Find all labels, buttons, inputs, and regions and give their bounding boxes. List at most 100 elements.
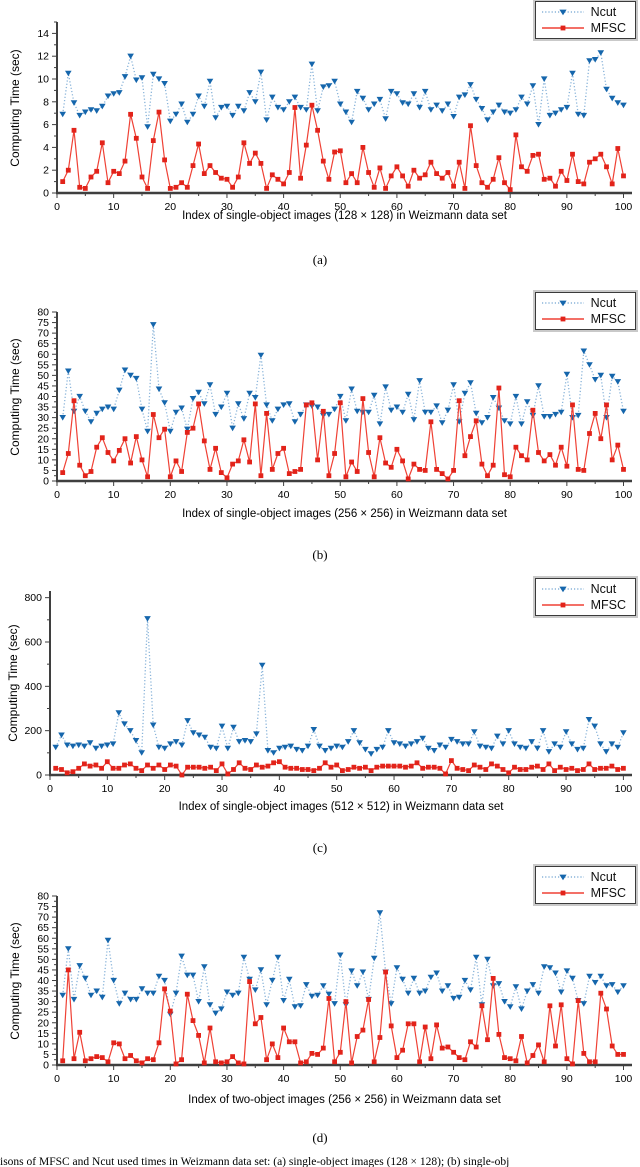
- svg-text:100: 100: [615, 1073, 633, 1085]
- svg-text:70: 70: [446, 783, 458, 795]
- legend-entry-ncut: Ncut: [541, 5, 626, 19]
- legend-entry-mfsc: MFSC: [541, 312, 626, 326]
- svg-text:15: 15: [37, 444, 49, 456]
- chart-c: 0 200 400 600 800 0 10 20 30 40 50 60 70 80 90 100 Comp…: [0, 565, 640, 858]
- svg-text:100: 100: [615, 783, 633, 795]
- svg-text:30: 30: [216, 783, 228, 795]
- svg-text:10: 10: [108, 1073, 120, 1085]
- svg-text:40: 40: [278, 1073, 290, 1085]
- svg-text:35: 35: [37, 402, 49, 414]
- svg-text:40: 40: [274, 783, 286, 795]
- svg-text:80: 80: [504, 1073, 516, 1085]
- svg-text:0: 0: [43, 1060, 49, 1072]
- chart-a-y-axis-label: Computing Time (sec): [8, 48, 22, 167]
- svg-text:70: 70: [448, 201, 460, 213]
- legend-label-ncut: Ncut: [590, 5, 617, 19]
- svg-text:40: 40: [37, 975, 49, 987]
- mfsc-line-marker-icon: [541, 890, 584, 896]
- chart-c-x-axis-label: Index of single-object images (512 × 512…: [178, 801, 504, 813]
- legend-entry-ncut: Ncut: [541, 870, 626, 884]
- svg-text:80: 80: [503, 783, 515, 795]
- svg-text:5: 5: [43, 465, 49, 477]
- svg-text:50: 50: [334, 489, 346, 501]
- legend-entry-ncut: Ncut: [541, 296, 626, 310]
- chart-a-plot: 0 2 4 6 8 10 12 14 0 10 20 30 40 50 60 70 80 90 100: [37, 21, 633, 213]
- svg-text:70: 70: [37, 328, 49, 340]
- svg-text:10: 10: [108, 201, 120, 213]
- svg-text:80: 80: [504, 489, 516, 501]
- svg-text:40: 40: [37, 391, 49, 403]
- legend-label-mfsc: MFSC: [590, 21, 626, 35]
- legend-label-ncut: Ncut: [590, 582, 617, 596]
- svg-text:40: 40: [278, 201, 290, 213]
- svg-text:10: 10: [37, 454, 49, 466]
- svg-text:25: 25: [37, 1007, 49, 1019]
- chart-c-y-axis-label: Computing Time (sec): [6, 624, 20, 742]
- svg-text:75: 75: [37, 317, 49, 329]
- svg-text:60: 60: [391, 201, 403, 213]
- svg-text:400: 400: [24, 681, 42, 693]
- subfigure-label-d: (d): [312, 1130, 328, 1145]
- svg-text:75: 75: [37, 901, 49, 913]
- svg-text:5: 5: [43, 1049, 49, 1061]
- svg-text:55: 55: [37, 359, 49, 371]
- svg-text:20: 20: [164, 201, 176, 213]
- svg-text:50: 50: [334, 1073, 346, 1085]
- svg-text:65: 65: [37, 338, 49, 350]
- chart-d-x-axis-label: Index of two-object images (256 × 256) i…: [188, 1094, 501, 1106]
- chart-d-y-axis-label: Computing Time (sec): [8, 921, 22, 1040]
- svg-text:20: 20: [37, 433, 49, 445]
- chart-d-legend: Ncut MFSC: [532, 864, 639, 906]
- svg-text:90: 90: [560, 783, 572, 795]
- svg-text:70: 70: [37, 912, 49, 924]
- svg-text:30: 30: [221, 489, 233, 501]
- svg-text:30: 30: [221, 201, 233, 213]
- svg-text:0: 0: [43, 188, 49, 200]
- svg-text:80: 80: [37, 891, 49, 903]
- svg-text:20: 20: [37, 1017, 49, 1029]
- svg-text:10: 10: [37, 1038, 49, 1050]
- svg-text:30: 30: [221, 1073, 233, 1085]
- svg-text:30: 30: [37, 996, 49, 1008]
- svg-text:50: 50: [331, 783, 343, 795]
- chart-a-x-axis-label: Index of single-object images (128 × 128…: [182, 210, 507, 222]
- svg-text:10: 10: [108, 489, 120, 501]
- legend-label-ncut: Ncut: [590, 296, 617, 310]
- svg-text:60: 60: [37, 349, 49, 361]
- svg-text:60: 60: [388, 783, 400, 795]
- mfsc-line-marker-icon: [541, 316, 584, 322]
- chart-b: 0 5 10 15 20 25 30 35 40 45 50 55 60 65 70 75 80 0 10 20 30 4…: [0, 288, 640, 565]
- subfigure-label-c: (c): [312, 840, 328, 855]
- chart-b-y-axis-label: Computing Time (sec): [8, 337, 22, 456]
- svg-text:4: 4: [43, 142, 49, 154]
- svg-text:30: 30: [37, 412, 49, 424]
- svg-text:80: 80: [504, 201, 516, 213]
- ncut-line-marker-icon: [541, 9, 584, 16]
- svg-text:50: 50: [37, 954, 49, 966]
- subfigure-label-b: (b): [312, 547, 328, 562]
- ncut-line-marker-icon: [541, 874, 584, 881]
- chart-b-legend: Ncut MFSC: [532, 290, 639, 332]
- svg-text:60: 60: [37, 933, 49, 945]
- chart-a: 0 2 4 6 8 10 12 14 0 10 20 30 40 50 60 70 80 90 100 Comput…: [0, 0, 640, 288]
- legend-label-ncut: Ncut: [590, 870, 617, 884]
- legend-entry-mfsc: MFSC: [541, 598, 626, 612]
- svg-text:100: 100: [615, 201, 633, 213]
- svg-text:0: 0: [54, 1073, 60, 1085]
- svg-text:20: 20: [164, 1073, 176, 1085]
- svg-text:25: 25: [37, 423, 49, 435]
- svg-text:20: 20: [159, 783, 171, 795]
- svg-text:50: 50: [334, 201, 346, 213]
- legend-entry-ncut: Ncut: [541, 582, 626, 596]
- svg-text:40: 40: [278, 489, 290, 501]
- svg-text:65: 65: [37, 922, 49, 934]
- legend-entry-mfsc: MFSC: [541, 886, 626, 900]
- chart-c-legend: Ncut MFSC: [532, 576, 639, 618]
- svg-text:90: 90: [561, 489, 573, 501]
- svg-text:100: 100: [615, 489, 633, 501]
- svg-text:60: 60: [391, 489, 403, 501]
- svg-text:0: 0: [47, 783, 53, 795]
- svg-text:35: 35: [37, 986, 49, 998]
